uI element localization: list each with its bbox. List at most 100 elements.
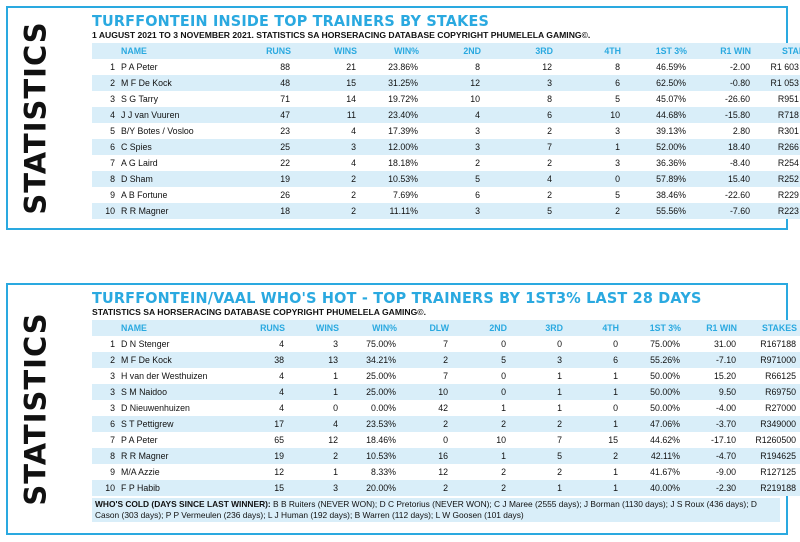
- trainer-name-cell: R R Magner: [118, 448, 236, 464]
- table-cell: R349000: [740, 416, 800, 432]
- table-cell: 1: [566, 368, 622, 384]
- table-cell: 2: [294, 203, 360, 219]
- column-header: [92, 43, 118, 59]
- table-cell: 15: [236, 480, 288, 496]
- table-cell: 13: [288, 352, 342, 368]
- whos-cold-note: WHO'S COLD (DAYS SINCE LAST WINNER): B B…: [92, 498, 780, 522]
- table-cell: R219188: [740, 480, 800, 496]
- table-cell: 0: [452, 368, 510, 384]
- trainer-name-cell: D Nieuwenhuizen: [118, 400, 236, 416]
- table-cell: 4: [484, 171, 556, 187]
- table-cell: 15.20: [684, 368, 740, 384]
- table-cell: R1 053 812: [754, 75, 800, 91]
- table-cell: 0: [288, 400, 342, 416]
- table-cell: 55.56%: [624, 203, 690, 219]
- column-header: 1ST 3%: [624, 43, 690, 59]
- table-cell: 2: [452, 480, 510, 496]
- table-cell: 4: [294, 123, 360, 139]
- whos-hot-panel: STATISTICS TURFFONTEIN/VAAL WHO'S HOT - …: [6, 283, 800, 535]
- table-cell: 3: [556, 123, 624, 139]
- table-cell: 2: [510, 464, 566, 480]
- table-cell: 4: [236, 400, 288, 416]
- table-cell: 0: [400, 432, 452, 448]
- table-cell: 31.00: [684, 336, 740, 352]
- table-cell: 6: [92, 416, 118, 432]
- table-cell: 3: [556, 155, 624, 171]
- table-cell: 23.53%: [342, 416, 400, 432]
- table-cell: -7.10: [684, 352, 740, 368]
- table-cell: -26.60: [690, 91, 754, 107]
- table-cell: 2: [400, 480, 452, 496]
- column-header: 2ND: [422, 43, 484, 59]
- trainer-name-cell: M F De Kock: [118, 352, 236, 368]
- table-cell: 3: [484, 75, 556, 91]
- table-cell: -0.80: [690, 75, 754, 91]
- table-cell: 19.72%: [360, 91, 422, 107]
- table-cell: 10: [556, 107, 624, 123]
- table-row: 10 R R Magner 18 2 11.11% 3 5 2 55.56% -7.60 R223 …: [92, 203, 800, 219]
- table-cell: 7.69%: [360, 187, 422, 203]
- table-cell: R951 062: [754, 91, 800, 107]
- column-header: [92, 320, 118, 336]
- table-cell: 42.11%: [622, 448, 684, 464]
- table-cell: 0: [452, 384, 510, 400]
- table-cell: R252 250: [754, 171, 800, 187]
- table-cell: 1: [510, 384, 566, 400]
- statistics-side-label: STATISTICS: [19, 312, 54, 506]
- table-cell: -22.60: [690, 187, 754, 203]
- table-cell: 1: [556, 139, 624, 155]
- table-cell: -15.80: [690, 107, 754, 123]
- table-cell: 7: [510, 432, 566, 448]
- table-cell: 17.39%: [360, 123, 422, 139]
- column-header: WINS: [294, 43, 360, 59]
- column-header: 3RD: [484, 43, 556, 59]
- trainer-name-cell: S M Naidoo: [118, 384, 236, 400]
- table-cell: 4: [294, 155, 360, 171]
- table-cell: 3: [92, 91, 118, 107]
- table-cell: 15: [566, 432, 622, 448]
- table-cell: R971000: [740, 352, 800, 368]
- table-cell: 7: [92, 155, 118, 171]
- column-header: RUNS: [236, 43, 294, 59]
- trainer-name-cell: S T Pettigrew: [118, 416, 236, 432]
- table-cell: 11.11%: [360, 203, 422, 219]
- table-cell: 8: [484, 91, 556, 107]
- table-cell: 25.00%: [342, 384, 400, 400]
- table-cell: 5: [556, 91, 624, 107]
- column-header: 4TH: [556, 43, 624, 59]
- table-cell: R223 875: [754, 203, 800, 219]
- table-cell: 2: [288, 448, 342, 464]
- table-cell: -2.30: [684, 480, 740, 496]
- table-cell: 47: [236, 107, 294, 123]
- table-row: 5 B/Y Botes / Vosloo 23 4 17.39% 3 2 3 39.13% 2.8…: [92, 123, 800, 139]
- table-cell: -7.60: [690, 203, 754, 219]
- table-cell: -8.40: [690, 155, 754, 171]
- column-header: 3RD: [510, 320, 566, 336]
- whos-cold-label: WHO'S COLD (DAYS SINCE LAST WINNER):: [95, 499, 271, 509]
- table-row: 9 M/A Azzie 12 1 8.33% 12 2 2 1 41.67% -9.00 R12712…: [92, 464, 800, 480]
- panel1-subtitle: 1 AUGUST 2021 TO 3 NOVEMBER 2021. STATIS…: [92, 30, 591, 40]
- table-cell: 2: [510, 416, 566, 432]
- table-cell: 6: [484, 107, 556, 123]
- table-cell: 1: [288, 384, 342, 400]
- trainer-name-cell: H van der Westhuizen: [118, 368, 236, 384]
- panel1-content: TURFFONTEIN INSIDE TOP TRAINERS BY STAKE…: [92, 12, 800, 219]
- table-cell: 25: [236, 139, 294, 155]
- table-cell: 1: [510, 400, 566, 416]
- table-cell: 1: [510, 480, 566, 496]
- table-cell: 1: [452, 400, 510, 416]
- table-cell: 2: [294, 187, 360, 203]
- table-cell: 45.07%: [624, 91, 690, 107]
- table-cell: 18.40: [690, 139, 754, 155]
- table-cell: 15.40: [690, 171, 754, 187]
- column-header: 2ND: [452, 320, 510, 336]
- table-cell: 22: [236, 155, 294, 171]
- table-cell: 1: [288, 368, 342, 384]
- table-cell: 3: [92, 368, 118, 384]
